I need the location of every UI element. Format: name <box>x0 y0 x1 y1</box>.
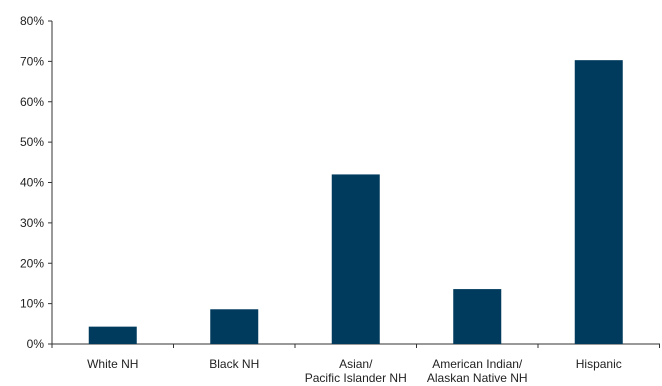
bar <box>210 309 259 344</box>
x-category-label: American Indian/Alaskan Native NH <box>427 357 528 385</box>
y-tick-label: 70% <box>20 54 44 68</box>
y-tick-label: 50% <box>20 135 44 149</box>
y-axis: 0% 10% 20% 30% 40% 50% 60% 70% 80% <box>20 14 53 351</box>
x-category-label: Asian/Pacific Islander NH <box>305 357 407 385</box>
x-axis <box>51 343 660 348</box>
x-category-label: Hispanic <box>576 357 622 371</box>
bar <box>88 326 137 344</box>
x-axis-labels: White NH Black NH Asian/Pacific Islander N… <box>87 357 622 385</box>
bar <box>331 174 380 344</box>
bar <box>574 60 623 344</box>
y-tick-label: 10% <box>20 297 44 311</box>
y-tick-label: 60% <box>20 95 44 109</box>
y-tick-label: 0% <box>27 337 45 351</box>
x-category-label: Black NH <box>209 357 259 371</box>
x-category-label: White NH <box>87 357 138 371</box>
y-tick-label: 40% <box>20 176 44 190</box>
y-tick-label: 30% <box>20 216 44 230</box>
bars <box>88 60 623 344</box>
bar <box>453 289 502 344</box>
y-tick-label: 80% <box>20 14 44 28</box>
y-tick-label: 20% <box>20 256 44 270</box>
